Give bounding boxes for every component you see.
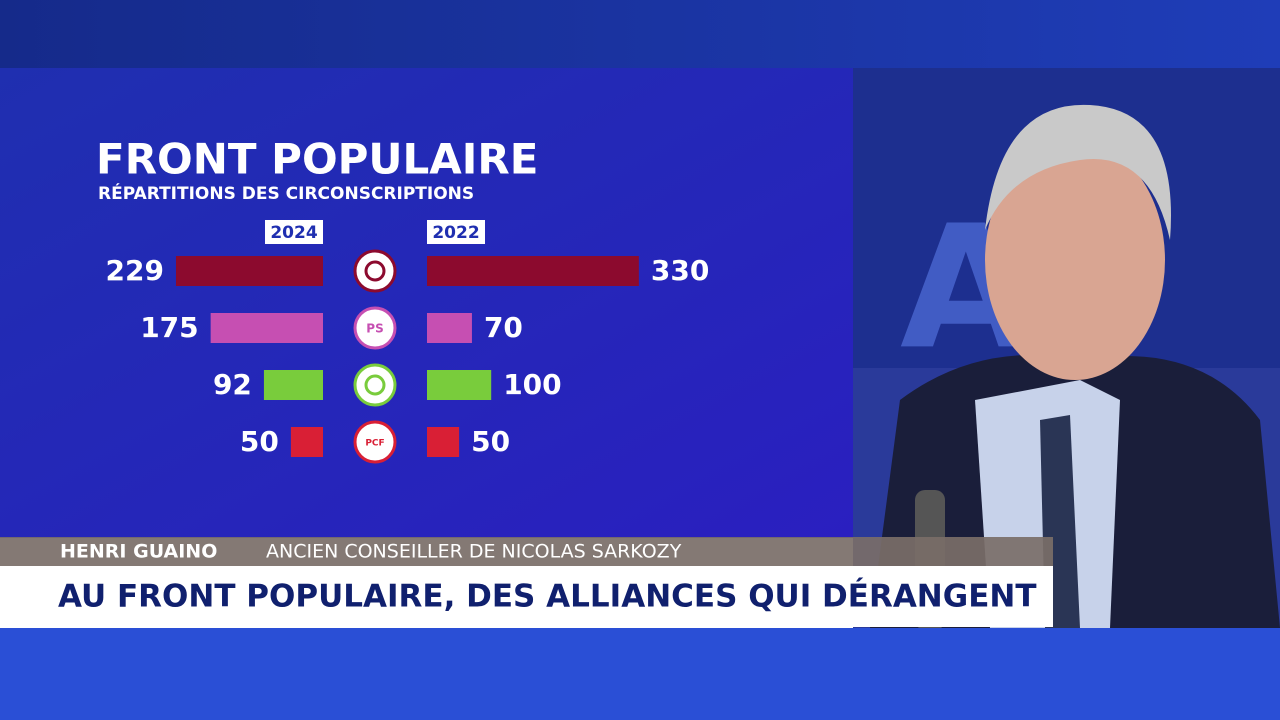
party-label: PCF	[365, 439, 384, 449]
top-strip	[0, 0, 1280, 68]
guest-name: HENRI GUAINO	[60, 541, 217, 563]
party-logo	[353, 420, 397, 464]
value-label: 100	[503, 368, 561, 401]
camera-view: AI	[853, 68, 1280, 630]
name-bar	[0, 537, 1053, 566]
value-label: 50	[240, 425, 279, 458]
year-box	[427, 220, 485, 244]
guest-role: ANCIEN CONSEILLER DE NICOLAS SARKOZY	[266, 541, 682, 563]
bar	[210, 313, 323, 343]
bar	[427, 256, 639, 286]
party-logo	[353, 249, 397, 293]
value-label: 175	[140, 311, 198, 344]
party-logo-mark	[364, 374, 386, 396]
bar	[427, 370, 492, 400]
bar	[175, 256, 323, 286]
value-label: 229	[106, 254, 164, 287]
year-box	[265, 220, 323, 244]
headline: AU FRONT POPULAIRE, DES ALLIANCES QUI DÉ…	[58, 579, 1036, 615]
lower-third: HENRI GUAINO ANCIEN CONSEILLER DE NICOLA…	[0, 537, 1053, 627]
party-logo	[353, 306, 397, 350]
bar	[427, 313, 472, 343]
value-label: 92	[213, 368, 252, 401]
legend-label: 2022	[432, 223, 479, 243]
value-label: 330	[651, 254, 709, 287]
bar	[427, 427, 460, 457]
party-logo-mark	[364, 260, 386, 282]
value-label: 50	[471, 425, 510, 458]
value-label: 70	[484, 311, 523, 344]
chart: FRONT POPULAIRE RÉPARTITIONS DES CIRCONS…	[96, 135, 709, 464]
headline-bar	[0, 566, 1053, 627]
chart-panel	[0, 68, 853, 538]
bottom-strip	[0, 628, 1280, 720]
bar	[263, 370, 323, 400]
chart-subtitle: RÉPARTITIONS DES CIRCONSCRIPTIONS	[98, 182, 474, 204]
party-logo	[353, 363, 397, 407]
legend-label: 2024	[270, 223, 317, 243]
bar	[290, 427, 323, 457]
party-label: PS	[366, 322, 383, 336]
chart-title: FRONT POPULAIRE	[96, 135, 538, 184]
